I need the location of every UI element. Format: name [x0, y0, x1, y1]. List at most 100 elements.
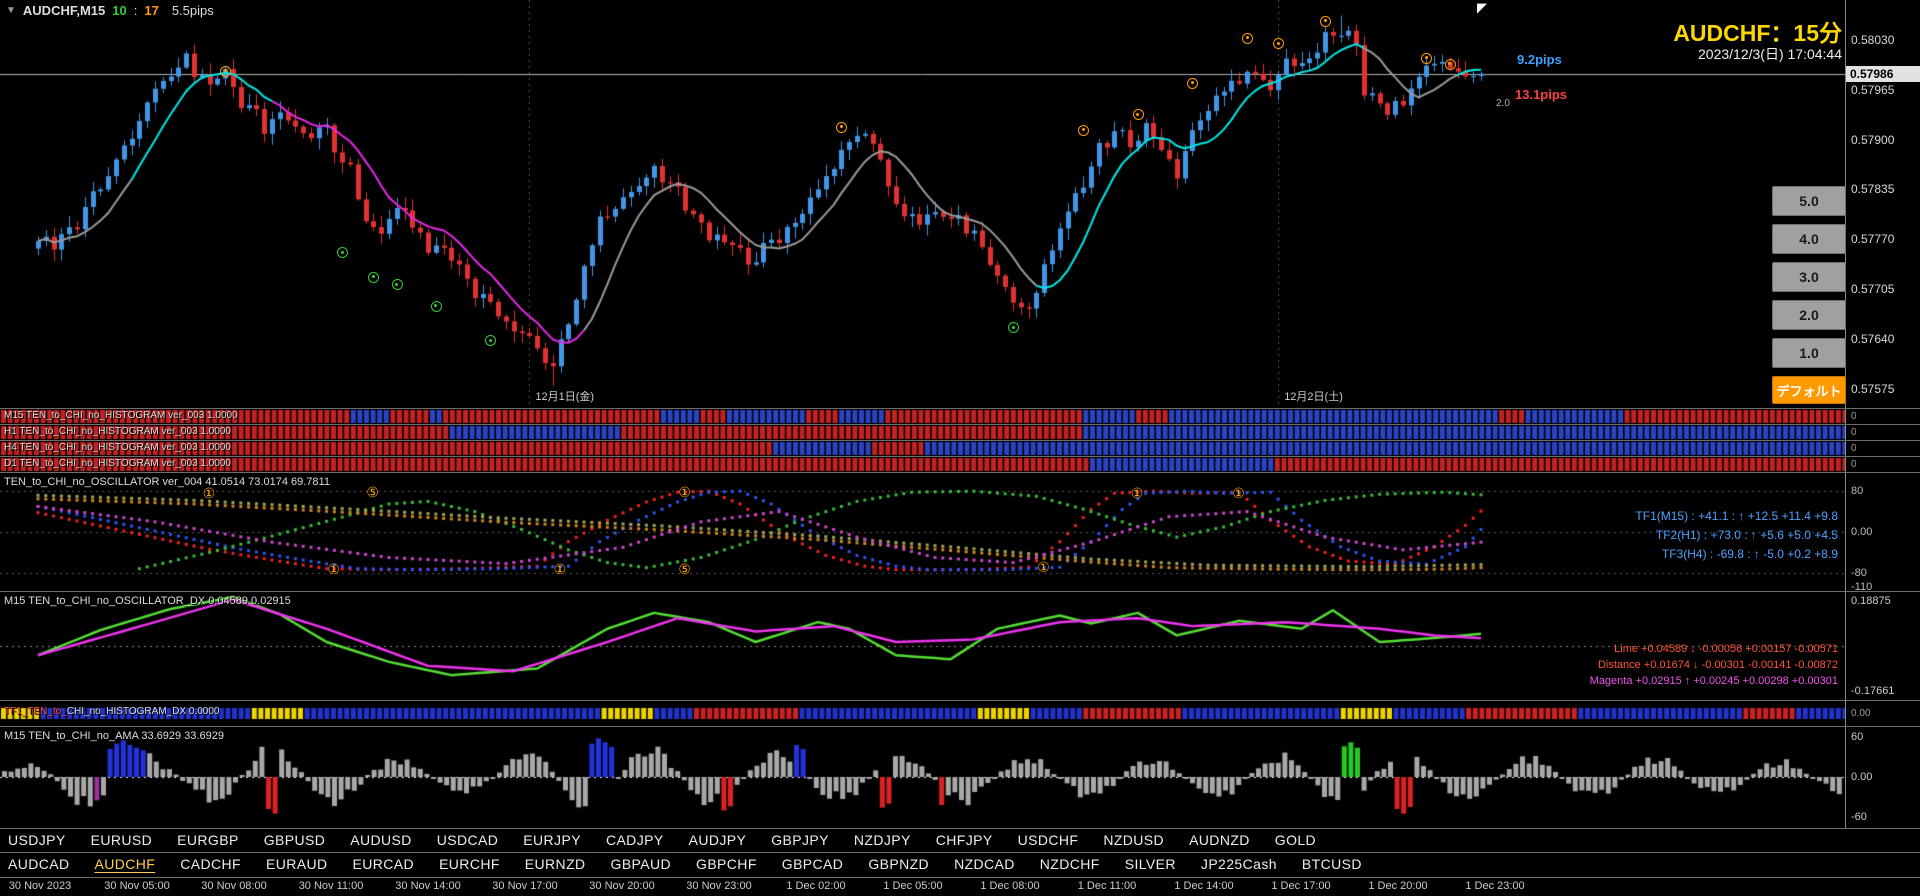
bar-countdown-min: 10 — [112, 3, 127, 18]
time-axis-label: 30 Nov 05:00 — [104, 880, 170, 892]
ama-histogram-panel: M15 TEN_to_CHI_no_AMA 33.6929 33.6929 — [0, 727, 1845, 828]
tf-readout-block: TF1(M15) : +41.1 : ↑ +12.5 +11.4 +9.8 TF2… — [1635, 507, 1838, 564]
histogram-strip-canvas-m15[interactable] — [0, 409, 1845, 424]
symbol-period-label: AUDCHF,M15 — [22, 3, 106, 18]
tf-readout-line: TF2(H1) : +73.0 : ↑ +5.6 +5.0 +4.5 — [1655, 528, 1838, 542]
default-button[interactable]: デフォルト — [1772, 376, 1846, 404]
histogram-strip-label-d1: D1 TEN_to_CHI_no_HISTOGRAM ver_003 1.000… — [4, 458, 231, 469]
symbol-tab-gbpnzd[interactable]: GBPNZD — [868, 856, 930, 872]
histogram-dx-canvas[interactable] — [0, 701, 1845, 726]
chart-datetime: 2023/12/3(日) 17:04:44 — [1698, 46, 1842, 62]
zoom-button-4.0[interactable]: 4.0 — [1772, 224, 1846, 254]
dx-legend-block: Lime +0.04589 ↓ -0.00056 +0.00157 -0.005… — [1590, 641, 1838, 689]
price-chart-canvas[interactable] — [0, 0, 1845, 408]
symbol-tab-nzdchf[interactable]: NZDCHF — [1039, 856, 1100, 872]
price-axis-line — [1845, 0, 1846, 829]
pips-down-label: 13.1pips — [1515, 87, 1568, 102]
oscillator-cycle-marker: ① — [1232, 485, 1245, 502]
price-axis-label: 0.57900 — [1851, 132, 1895, 147]
tf-readout-line: TF1(M15) : +41.1 : ↑ +12.5 +11.4 +9.8 — [1635, 509, 1838, 523]
ama-axis-label: 0.00 — [1851, 771, 1873, 783]
zoom-button-1.0[interactable]: 1.0 — [1772, 338, 1846, 368]
time-axis-label: 1 Dec 23:00 — [1465, 880, 1525, 892]
ma-value-tag: 2.0 — [1496, 98, 1510, 109]
bar-countdown-sep: : — [133, 3, 138, 18]
ama-axis-label: 60 — [1851, 730, 1864, 743]
strip-axis-label: 0 — [1851, 427, 1857, 438]
symbol-tab-nzdjpy[interactable]: NZDJPY — [853, 832, 911, 848]
oscillator-dx-panel: M15 TEN_to_CHI_no_OSCILLATOR_DX 0.04589 … — [0, 592, 1845, 700]
symbol-tab-audusd[interactable]: AUDUSD — [350, 832, 412, 848]
zoom-button-3.0[interactable]: 3.0 — [1772, 262, 1846, 292]
histogram-strip-canvas-d1[interactable] — [0, 457, 1845, 472]
symbol-tab-gbpusd[interactable]: GBPUSD — [263, 832, 326, 848]
signal-marker-green-dot — [340, 250, 344, 254]
symbol-tab-silver[interactable]: SILVER — [1124, 856, 1176, 872]
symbol-tab-audcad[interactable]: AUDCAD — [8, 856, 70, 872]
pips-up-label: 9.2pips — [1517, 52, 1562, 67]
signal-marker-orange — [220, 65, 232, 77]
oscillator-dx-canvas[interactable] — [0, 592, 1845, 700]
symbol-tab-gbpaud[interactable]: GBPAUD — [610, 856, 672, 872]
symbol-tab-gbpchf[interactable]: GBPCHF — [696, 856, 757, 872]
symbol-tab-eurjpy[interactable]: EURJPY — [523, 832, 581, 848]
time-axis-label: 30 Nov 20:00 — [589, 880, 655, 892]
ama-label: M15 TEN_to_CHI_no_AMA 33.6929 33.6929 — [4, 730, 224, 742]
strip-axis-label: 0 — [1851, 443, 1857, 454]
time-axis-label: 1 Dec 20:00 — [1368, 880, 1428, 892]
dx-axis-bottom-label: -0.17661 — [1851, 685, 1895, 697]
symbol-tab-cadchf[interactable]: CADCHF — [180, 856, 241, 872]
signal-marker-green — [485, 335, 497, 347]
price-axis-label: 0.57705 — [1851, 281, 1895, 296]
histogram-strip-canvas-h4[interactable] — [0, 441, 1845, 456]
symbol-tab-gbpcad[interactable]: GBPCAD — [781, 856, 844, 872]
symbol-tab-eurgbp[interactable]: EURGBP — [177, 832, 239, 848]
histogram-strip-m15: M15 TEN_to_CHI_no_HISTOGRAM ver_003 1.00… — [0, 409, 1845, 424]
symbol-tab-nzdusd[interactable]: NZDUSD — [1103, 832, 1165, 848]
signal-marker-orange — [1132, 109, 1144, 121]
oscillator-cycle-marker: ① — [202, 485, 216, 502]
symbol-tab-jp225cash[interactable]: JP225Cash — [1200, 856, 1277, 872]
oscillator-axis-label: -80 — [1851, 566, 1867, 579]
symbol-tab-audjpy[interactable]: AUDJPY — [688, 832, 747, 848]
oscillator-cycle-marker: ⑤ — [678, 560, 691, 577]
panel-separator — [0, 472, 1920, 473]
zoom-button-5.0[interactable]: 5.0 — [1772, 186, 1846, 216]
dropdown-arrow-icon[interactable]: ▼ — [6, 5, 16, 16]
panel-separator — [0, 424, 1920, 425]
symbol-tab-usdjpy[interactable]: USDJPY — [8, 832, 66, 848]
symbol-tab-gbpjpy[interactable]: GBPJPY — [771, 832, 829, 848]
signal-marker-orange-dot — [223, 69, 227, 73]
symbol-tab-nzdcad[interactable]: NZDCAD — [954, 856, 1015, 872]
signal-marker-green-dot — [488, 338, 492, 342]
symbol-tab-usdcad[interactable]: USDCAD — [436, 832, 499, 848]
time-axis-label: 30 Nov 17:00 — [492, 880, 558, 892]
symbol-tab-cadjpy[interactable]: CADJPY — [605, 832, 664, 848]
symbol-tab-eurusd[interactable]: EURUSD — [90, 832, 153, 848]
symbol-tab-btcusd[interactable]: BTCUSD — [1301, 856, 1362, 872]
ama-histogram-canvas[interactable] — [0, 727, 1845, 828]
time-axis-label: 30 Nov 2023 — [8, 880, 72, 892]
symbol-tab-eurnzd[interactable]: EURNZD — [524, 856, 586, 872]
symbol-tab-eurcad[interactable]: EURCAD — [352, 856, 415, 872]
symbol-tab-audchf[interactable]: AUDCHF — [94, 856, 156, 872]
histogram-strip-canvas-h1[interactable] — [0, 425, 1845, 440]
oscillator-cycle-marker: ① — [327, 560, 340, 577]
strip-axis-label: 0 — [1851, 411, 1857, 422]
signal-marker-orange — [836, 121, 848, 133]
price-axis-label: 0.57770 — [1851, 232, 1895, 247]
symbol-tab-chfjpy[interactable]: CHFJPY — [935, 832, 993, 848]
symbol-tab-gold[interactable]: GOLD — [1274, 832, 1317, 848]
time-axis-label: 1 Dec 17:00 — [1271, 880, 1331, 892]
symbol-tab-usdchf[interactable]: USDCHF — [1017, 832, 1079, 848]
symbol-tab-eurchf[interactable]: EURCHF — [439, 856, 500, 872]
histogram-dx-label-rest: CHI_no_HISTOGRAM_DX 0.0000 — [66, 706, 220, 717]
zoom-button-2.0[interactable]: 2.0 — [1772, 300, 1846, 330]
symbol-tab-euraud[interactable]: EURAUD — [266, 856, 328, 872]
time-axis-label: 30 Nov 08:00 — [201, 880, 267, 892]
oscillator-canvas[interactable] — [0, 473, 1845, 591]
main-chart-panel: 12月1日(金) 12月2日(土) — [0, 0, 1845, 408]
price-axis-label: 0.57640 — [1851, 331, 1895, 346]
panel-separator — [0, 877, 1920, 878]
symbol-tab-audnzd[interactable]: AUDNZD — [1189, 832, 1250, 848]
